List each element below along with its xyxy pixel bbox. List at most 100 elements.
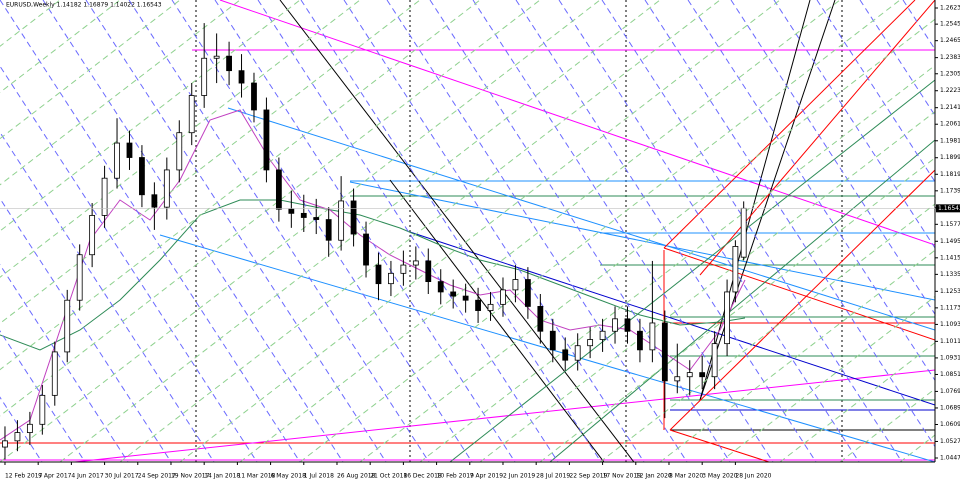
x-tick-label: 16 Dec 2018 xyxy=(403,473,442,480)
x-tick-label: 2 Jun 2019 xyxy=(503,473,535,480)
channel-line xyxy=(349,181,935,301)
candle-body xyxy=(637,330,643,351)
dashed-line xyxy=(472,0,774,462)
candle-body xyxy=(2,440,8,448)
dashed-line xyxy=(128,0,430,462)
trend-line xyxy=(219,0,935,246)
y-tick-label: 1.26230 xyxy=(940,5,960,12)
y-tick-label: 1.20610 xyxy=(940,121,960,128)
dashed-line xyxy=(419,64,935,462)
y-tick-label: 1.06090 xyxy=(940,421,960,428)
dashed-line xyxy=(730,0,935,316)
candle-body xyxy=(213,55,220,59)
drawing-objects xyxy=(0,0,935,462)
dashed-line xyxy=(85,0,387,462)
candle-body xyxy=(425,260,432,283)
candles xyxy=(2,23,747,460)
candle-body xyxy=(188,95,195,134)
dashed-line xyxy=(171,0,473,462)
dashed-line xyxy=(773,0,935,249)
trend-line xyxy=(699,0,935,276)
dashed-line xyxy=(515,0,817,462)
candle-body xyxy=(661,322,668,382)
candle-body xyxy=(412,260,419,266)
candle-body xyxy=(64,299,71,353)
dashed-line xyxy=(386,0,688,462)
candle-body xyxy=(624,318,631,332)
candle-body xyxy=(275,169,282,210)
y-tick-label: 1.21410 xyxy=(940,104,960,111)
candle-body xyxy=(251,82,257,111)
candle-body xyxy=(238,70,245,84)
trend-line xyxy=(389,179,605,462)
candle-body xyxy=(740,207,747,258)
dashed-line xyxy=(0,0,301,232)
dashed-line xyxy=(299,0,901,462)
dashed-line xyxy=(0,0,241,186)
dashed-line xyxy=(179,0,781,462)
dashed-line xyxy=(0,0,541,417)
current-price-label: 1.16543 xyxy=(938,205,960,212)
dashed-line xyxy=(0,0,421,325)
candle-body xyxy=(76,254,83,301)
candle-body xyxy=(363,233,369,266)
candle-body xyxy=(487,303,494,311)
y-tick-label: 1.04470 xyxy=(940,455,960,462)
candle-body xyxy=(338,200,345,241)
y-tick-label: 1.19810 xyxy=(940,137,960,144)
y-tick-label: 1.10930 xyxy=(940,321,960,328)
x-tick-label: 1 Jul 2018 xyxy=(304,473,334,480)
dashed-line xyxy=(119,0,721,462)
candle-body xyxy=(126,142,133,158)
candle-body xyxy=(711,343,718,378)
y-tick-label: 1.14950 xyxy=(940,238,960,245)
candle-body xyxy=(599,330,606,340)
trend-line xyxy=(663,0,916,249)
candle-body xyxy=(500,289,506,305)
trend-line xyxy=(699,0,836,401)
y-tick-label: 1.07690 xyxy=(940,388,960,395)
candle-body xyxy=(549,330,556,351)
trend-line xyxy=(549,139,935,462)
y-tick-label: 1.06890 xyxy=(940,404,960,411)
x-tick-label: 28 Jun 2020 xyxy=(735,473,771,480)
candle-body xyxy=(674,376,681,382)
x-tick-label: 14 Jan 2018 xyxy=(204,473,240,480)
candle-body xyxy=(475,299,481,311)
candle-body xyxy=(388,272,394,285)
x-tick-label: 8 Mar 2020 xyxy=(669,473,703,480)
candle-body xyxy=(350,200,357,235)
dashed-line xyxy=(359,18,935,462)
candle-body xyxy=(325,219,332,241)
y-tick-label: 1.13350 xyxy=(940,271,960,278)
candle-body xyxy=(313,217,320,220)
dashed-line xyxy=(42,0,344,462)
candle-body xyxy=(562,349,569,361)
candle-body xyxy=(201,57,208,96)
candle-body xyxy=(51,351,58,396)
y-tick-label: 1.17390 xyxy=(940,187,960,194)
candle-body xyxy=(288,208,295,214)
candle-body xyxy=(226,55,232,72)
candle-body xyxy=(732,246,739,293)
candle-body xyxy=(437,281,444,293)
candle-body xyxy=(512,279,519,291)
x-tick-label: 6 May 2018 xyxy=(271,473,306,480)
dashed-line xyxy=(644,0,935,448)
x-tick-label: 30 Jul 2017 xyxy=(105,473,139,480)
candle-body xyxy=(462,295,469,301)
dashed-line xyxy=(687,0,935,382)
candle-body xyxy=(176,132,183,171)
y-tick-label: 1.05270 xyxy=(940,438,960,445)
x-tick-label: 17 Nov 2019 xyxy=(603,473,642,480)
dashed-line xyxy=(601,0,903,462)
dashed-line xyxy=(816,0,935,183)
candle-body xyxy=(587,339,594,347)
candle-body xyxy=(26,423,33,433)
dashed-line xyxy=(0,65,258,462)
x-tick-label: 10 Feb 2019 xyxy=(437,473,475,480)
trend-line xyxy=(699,0,811,401)
y-tick-label: 1.23830 xyxy=(940,54,960,61)
dashed-line xyxy=(0,131,215,462)
